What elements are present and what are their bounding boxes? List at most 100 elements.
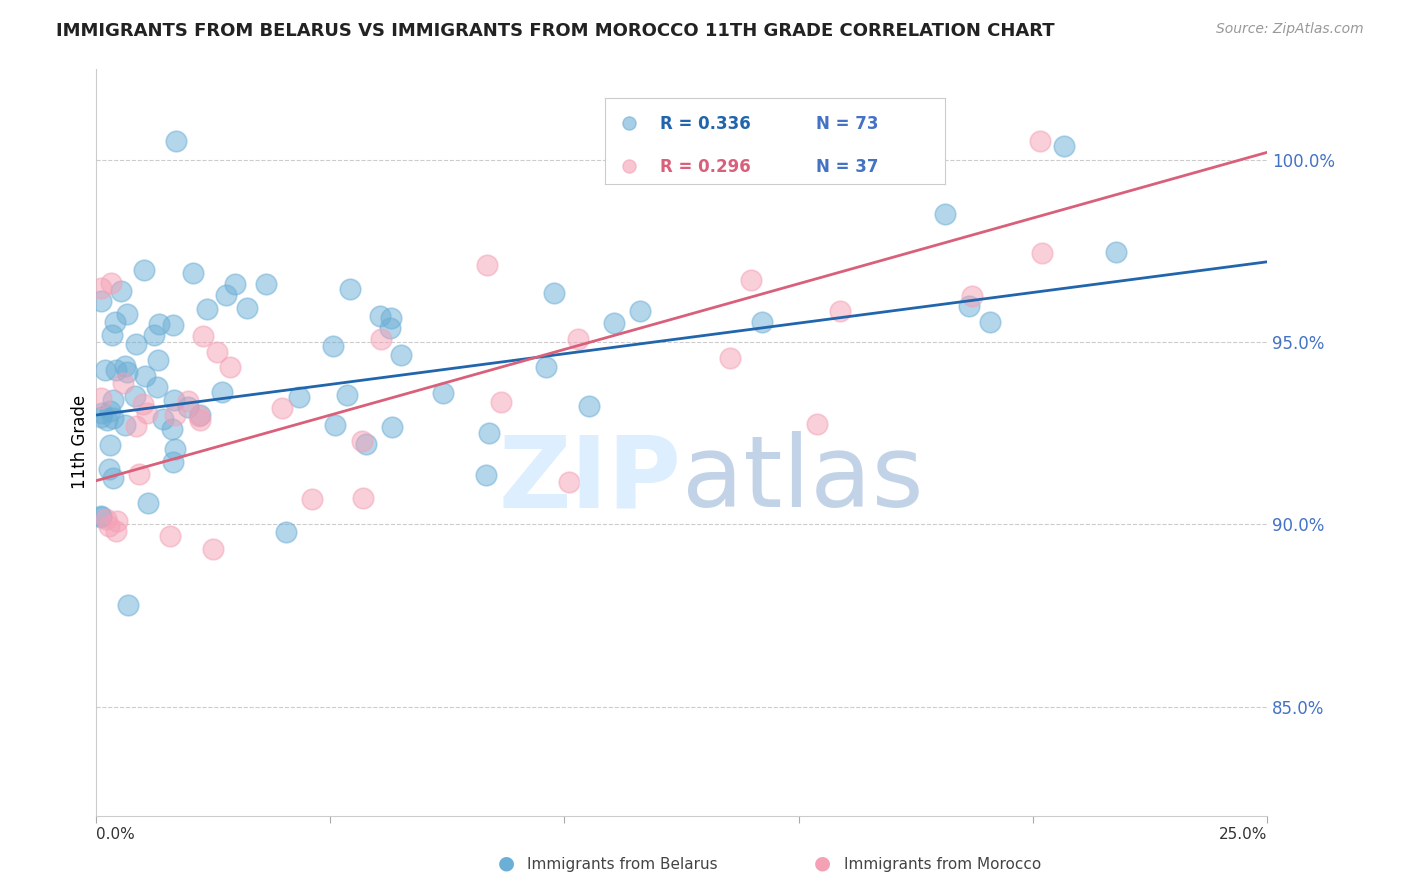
- Point: [90, 509, 112, 524]
- Point: [103, 393, 125, 408]
- Point: [188, 408, 211, 422]
- Point: [146, 379, 169, 393]
- Point: [148, 317, 170, 331]
- Point: [740, 273, 762, 287]
- Point: [90, 281, 112, 295]
- Point: [103, 410, 125, 425]
- Point: [336, 388, 359, 402]
- Point: [224, 277, 246, 291]
- Point: [124, 389, 146, 403]
- Point: [125, 418, 148, 433]
- Point: [806, 417, 828, 431]
- Point: [1053, 139, 1076, 153]
- Point: [142, 327, 165, 342]
- Point: [979, 315, 1001, 329]
- Point: [536, 360, 558, 375]
- Point: [191, 329, 214, 343]
- Point: [152, 412, 174, 426]
- Text: 25.0%: 25.0%: [1219, 827, 1267, 842]
- Point: [146, 353, 169, 368]
- Point: [287, 391, 309, 405]
- Point: [828, 303, 851, 318]
- Text: ZIP: ZIP: [499, 431, 682, 528]
- Point: [104, 524, 127, 538]
- Point: [96, 413, 118, 427]
- Point: [162, 454, 184, 468]
- Point: [90, 391, 112, 405]
- Point: [100, 277, 122, 291]
- Point: [188, 409, 211, 423]
- Point: [934, 207, 956, 221]
- Point: [558, 475, 581, 489]
- Point: [162, 318, 184, 333]
- Point: [101, 327, 124, 342]
- Text: ●: ●: [814, 854, 831, 872]
- Point: [90, 406, 112, 420]
- Point: [1031, 246, 1053, 260]
- Text: IMMIGRANTS FROM BELARUS VS IMMIGRANTS FROM MOROCCO 11TH GRADE CORRELATION CHART: IMMIGRANTS FROM BELARUS VS IMMIGRANTS FR…: [56, 22, 1054, 40]
- Point: [236, 301, 259, 316]
- Point: [100, 438, 122, 452]
- Point: [350, 434, 373, 449]
- Point: [380, 419, 402, 434]
- Point: [132, 263, 155, 277]
- Y-axis label: 11th Grade: 11th Grade: [72, 395, 89, 490]
- Point: [114, 417, 136, 432]
- Text: ●: ●: [498, 854, 515, 872]
- Point: [380, 311, 402, 326]
- Point: [356, 437, 378, 451]
- Point: [477, 425, 499, 440]
- Point: [111, 376, 134, 390]
- Point: [134, 368, 156, 383]
- Point: [177, 400, 200, 414]
- Point: [160, 422, 183, 436]
- Point: [165, 408, 187, 422]
- Point: [125, 337, 148, 351]
- Point: [117, 599, 139, 613]
- Point: [219, 360, 242, 375]
- Point: [323, 417, 346, 432]
- Point: [578, 399, 600, 413]
- Point: [370, 332, 392, 346]
- Point: [97, 518, 120, 533]
- Point: [135, 406, 157, 420]
- Point: [432, 386, 454, 401]
- Point: [628, 304, 651, 318]
- Point: [339, 282, 361, 296]
- Point: [183, 266, 205, 280]
- Point: [97, 462, 120, 476]
- Point: [489, 395, 512, 409]
- Point: [132, 397, 155, 411]
- Point: [177, 394, 200, 409]
- Point: [274, 524, 297, 539]
- Point: [90, 294, 112, 309]
- Point: [475, 468, 498, 483]
- Point: [107, 514, 129, 528]
- Point: [115, 365, 138, 379]
- Point: [751, 316, 773, 330]
- Point: [205, 345, 228, 359]
- Point: [110, 284, 132, 298]
- Point: [115, 307, 138, 321]
- Point: [94, 363, 117, 377]
- Point: [603, 316, 626, 330]
- Point: [188, 413, 211, 427]
- Point: [195, 302, 218, 317]
- Point: [105, 363, 128, 377]
- Text: atlas: atlas: [682, 431, 924, 528]
- Point: [271, 401, 294, 416]
- Point: [962, 289, 984, 303]
- Point: [1105, 244, 1128, 259]
- Point: [957, 299, 980, 313]
- Point: [128, 467, 150, 482]
- Point: [159, 529, 181, 543]
- Point: [378, 320, 401, 334]
- Text: Source: ZipAtlas.com: Source: ZipAtlas.com: [1216, 22, 1364, 37]
- Point: [165, 135, 187, 149]
- Point: [101, 471, 124, 485]
- Point: [301, 492, 323, 507]
- Point: [368, 309, 391, 323]
- Point: [322, 339, 344, 353]
- Point: [718, 351, 741, 365]
- Point: [163, 442, 186, 456]
